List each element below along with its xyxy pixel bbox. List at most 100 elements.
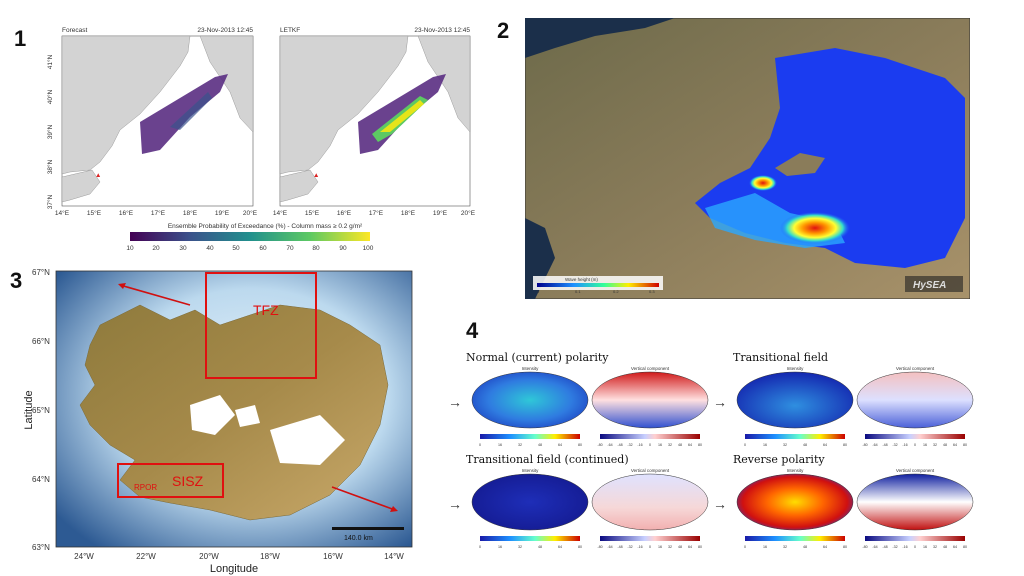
colorbar-tick-label: 80 <box>843 443 847 447</box>
colorbar-tick-label: -16 <box>902 545 907 549</box>
lon-tick: 14°E <box>55 209 70 217</box>
colorbar-title: Ensemble Probability of Exceedance (%) -… <box>168 223 363 230</box>
panel1-lon-ticks-right: 14°E 15°E 16°E 17°E 18°E 19°E 20°E <box>273 209 476 217</box>
colorbar-tick-label: 0 <box>744 443 746 447</box>
colorbar-tick-label: -16 <box>902 443 907 447</box>
colorbar-tick-label: -80 <box>597 443 602 447</box>
sisz-box <box>117 463 224 498</box>
row-title-normal: Normal (current) polarity <box>466 351 609 364</box>
colorbar-tick-label: 0 <box>479 545 481 549</box>
sub-label: Intensity <box>787 366 805 371</box>
colorbar-tick-label: 80 <box>578 443 582 447</box>
colorbar-tick-label: 64 <box>688 443 692 447</box>
colorbar-ticks: 10 20 30 40 50 60 70 80 90 100 <box>126 245 373 252</box>
sicily-land-2 <box>279 169 319 203</box>
svg-text:80: 80 <box>312 245 320 252</box>
wave-legend-tick: 0 <box>537 289 540 294</box>
lon-tick: 18°E <box>183 209 198 217</box>
wave-legend-bar <box>537 283 659 287</box>
intensity-colorbar <box>480 434 580 439</box>
intensity-map-reverse <box>736 473 854 531</box>
colorbar-tick-label: 0 <box>649 443 651 447</box>
svg-text:20°W: 20°W <box>199 552 219 561</box>
colorbar-tick-label: 32 <box>783 443 787 447</box>
colorbar-tick-label: -48 <box>617 545 622 549</box>
tfz-box <box>205 272 317 379</box>
vertical-map-transitional-continued <box>591 473 709 531</box>
colorbar-tick-label: 80 <box>963 443 967 447</box>
svg-text:64°N: 64°N <box>32 475 50 484</box>
vertical-colorbar <box>865 536 965 541</box>
colorbar-tick-label: -64 <box>872 545 877 549</box>
vertical-colorbar <box>600 434 700 439</box>
lon-tick: 17°E <box>369 209 384 217</box>
atlantic-ocean-south <box>525 218 555 299</box>
letkf-title: LETKF <box>280 27 300 34</box>
wave-legend-tick: 0.1 <box>575 289 581 294</box>
svg-text:100: 100 <box>363 245 374 252</box>
panel-number-1: 1 <box>14 26 27 51</box>
colorbar-tick-label: 80 <box>963 545 967 549</box>
forecast-date: 23-Nov-2013 12:45 <box>197 27 253 34</box>
balearic-amplification <box>749 175 777 191</box>
svg-text:90: 90 <box>339 245 347 252</box>
panel3-lat-ticks: 67°N 66°N 65°N 64°N 63°N <box>32 268 50 552</box>
colorbar-tick-label: 0 <box>649 545 651 549</box>
row-title-transitional-continued: Transitional field (continued) <box>466 453 629 466</box>
row-title-transitional: Transitional field <box>733 351 829 364</box>
panel-4-field-maps: Intensity Vertical component Intensity V… <box>471 366 974 549</box>
sub-label: Intensity <box>522 468 540 473</box>
y-axis-label: Latitude <box>23 390 35 429</box>
colorbar-tick-label: 48 <box>943 443 947 447</box>
intensity-colorbar <box>480 536 580 541</box>
colorbar-tick-label: -48 <box>882 545 887 549</box>
lon-tick: 20°E <box>461 209 476 217</box>
svg-text:22°W: 22°W <box>136 552 156 561</box>
panel-number-2: 2 <box>497 18 510 43</box>
lon-tick: 16°E <box>337 209 352 217</box>
panel-number-4: 4 <box>466 318 479 343</box>
colorbar-tick-label: 48 <box>803 545 807 549</box>
colorbar-tick-label: 80 <box>843 545 847 549</box>
italy-land-2 <box>279 35 409 175</box>
lon-tick: 14°E <box>273 209 288 217</box>
colorbar-tick-label: 64 <box>558 443 562 447</box>
panel-number-3: 3 <box>10 268 23 293</box>
colorbar-tick-label: 32 <box>668 545 672 549</box>
colorbar-tick-label: 0 <box>914 545 916 549</box>
colorbar-tick-label: 32 <box>783 545 787 549</box>
colorbar-tick-label: -80 <box>862 443 867 447</box>
colorbar-tick-labels: 0 16 32 48 64 80 -80 -64 -48 -32 -16 0 16 32 48 64 80 0 16… <box>479 443 967 549</box>
colorbar-tick-label: -32 <box>627 443 632 447</box>
colorbar-tick-label: 48 <box>943 545 947 549</box>
colorbar-tick-label: -64 <box>872 443 877 447</box>
svg-text:24°W: 24°W <box>74 552 94 561</box>
svg-text:14°W: 14°W <box>384 552 404 561</box>
colorbar-tick-label: -16 <box>637 443 642 447</box>
glacier-hofsjokull <box>235 405 260 427</box>
lon-tick: 15°E <box>87 209 102 217</box>
hysea-logo-bg <box>905 276 963 292</box>
panel-2-tsunami-map: Wave height (m) 0 0.1 0.2 0.3 HySEA <box>525 18 970 299</box>
svg-text:20: 20 <box>152 245 160 252</box>
colorbar-tick-label: 64 <box>688 545 692 549</box>
lat-tick: 37°N <box>46 194 54 209</box>
panel3-lon-ticks: 24°W 22°W 20°W 18°W 16°W 14°W <box>74 552 404 561</box>
sub-label: Vertical component <box>631 366 670 371</box>
colorbar-tick-label: 48 <box>803 443 807 447</box>
viridis-colorbar <box>130 232 370 241</box>
panel-3-iceland-map: TFZ SISZ RPOR 140.0 km 67°N 66°N 65°N 64… <box>23 268 413 575</box>
hysea-logo: HySEA <box>913 280 946 291</box>
wave-legend-title: Wave height (m) <box>565 277 598 282</box>
svg-text:40: 40 <box>206 245 214 252</box>
intensity-colorbar <box>745 536 845 541</box>
lat-tick: 39°N <box>46 124 54 139</box>
arrowhead-icon <box>390 506 398 512</box>
atlantic-ocean <box>525 18 675 58</box>
lat-tick: 40°N <box>46 89 54 104</box>
colorbar-tick-label: 32 <box>668 443 672 447</box>
tsunami-source <box>780 212 850 244</box>
vertical-map-reverse <box>856 473 974 531</box>
glacier-vatnajokull <box>270 415 345 465</box>
vertical-colorbar <box>600 536 700 541</box>
